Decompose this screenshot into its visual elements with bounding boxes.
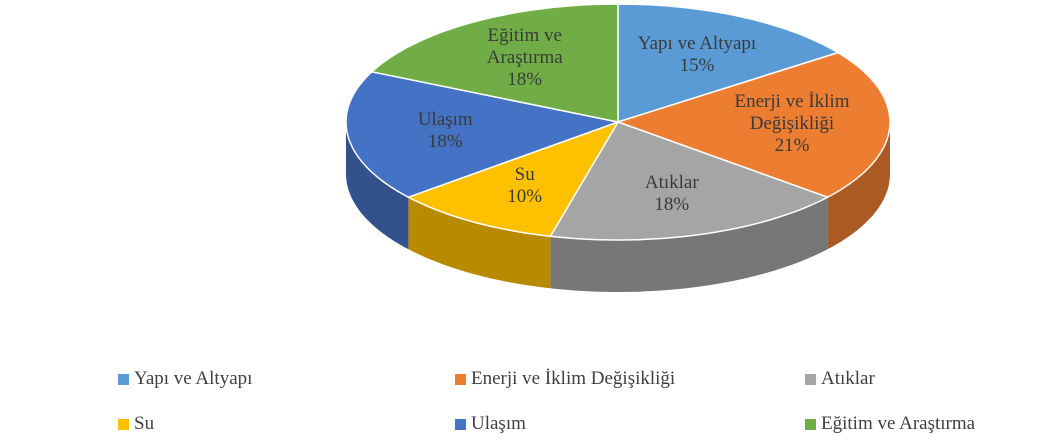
slice-side [827, 122, 890, 250]
legend-item: Yapı ve Altyapı [118, 368, 252, 390]
legend-label: Yapı ve Altyapı [134, 368, 253, 389]
legend-label: Su [134, 413, 155, 434]
slice-value: 21% [774, 135, 810, 157]
legend-item: Enerji ve İklim Değişikliği [455, 368, 675, 390]
legend-swatch [118, 418, 129, 430]
data-label: Atıklar 18% [597, 172, 747, 216]
legend-swatch [455, 373, 466, 385]
data-label: Ulaşım 18% [370, 109, 520, 153]
slice-value: 18% [507, 69, 543, 91]
legend-swatch [455, 418, 466, 430]
data-label: Su 10% [450, 164, 600, 208]
slice-name: Su [514, 163, 535, 185]
legend-item: Eğitim ve Araştırma [805, 413, 975, 435]
slice-name: Atıklar [644, 171, 699, 193]
slice [617, 3, 840, 124]
legend-item: Su [118, 413, 154, 435]
slice [615, 51, 891, 199]
slice [345, 70, 621, 199]
slice-value: 15% [679, 54, 715, 76]
data-label: Yapı ve Altyapı 15% [622, 33, 772, 77]
legend-label: Atıklar [821, 368, 875, 389]
slice-side [408, 197, 551, 289]
slice-side [346, 122, 409, 250]
slice-value: 18% [654, 193, 690, 215]
legend-item: Atıklar [805, 368, 875, 390]
legend-label: Enerji ve İklim Değişikliği [471, 368, 676, 389]
slice-name: Enerji ve İklim Değişikliği [734, 91, 850, 135]
legend-label: Ulaşım [471, 413, 526, 434]
data-label: Enerji ve İklim Değişikliği 21% [717, 91, 867, 157]
slice-name: Eğitim ve Araştırma [486, 25, 563, 69]
data-label: Eğitim ve Araştırma 18% [450, 25, 600, 91]
legend-item: Ulaşım [455, 413, 526, 435]
slice-name: Ulaşım [417, 109, 473, 131]
slice-value: 18% [427, 131, 463, 153]
slice [549, 121, 830, 241]
slice [406, 120, 620, 238]
legend-swatch [118, 373, 129, 385]
legend-label: Eğitim ve Araştırma [821, 413, 976, 434]
slice-side [550, 197, 828, 292]
slice-name: Yapı ve Altyapı [637, 32, 757, 54]
slice-value: 10% [507, 185, 543, 207]
legend-swatch [805, 418, 816, 430]
slice [370, 3, 619, 123]
legend-swatch [805, 373, 816, 385]
